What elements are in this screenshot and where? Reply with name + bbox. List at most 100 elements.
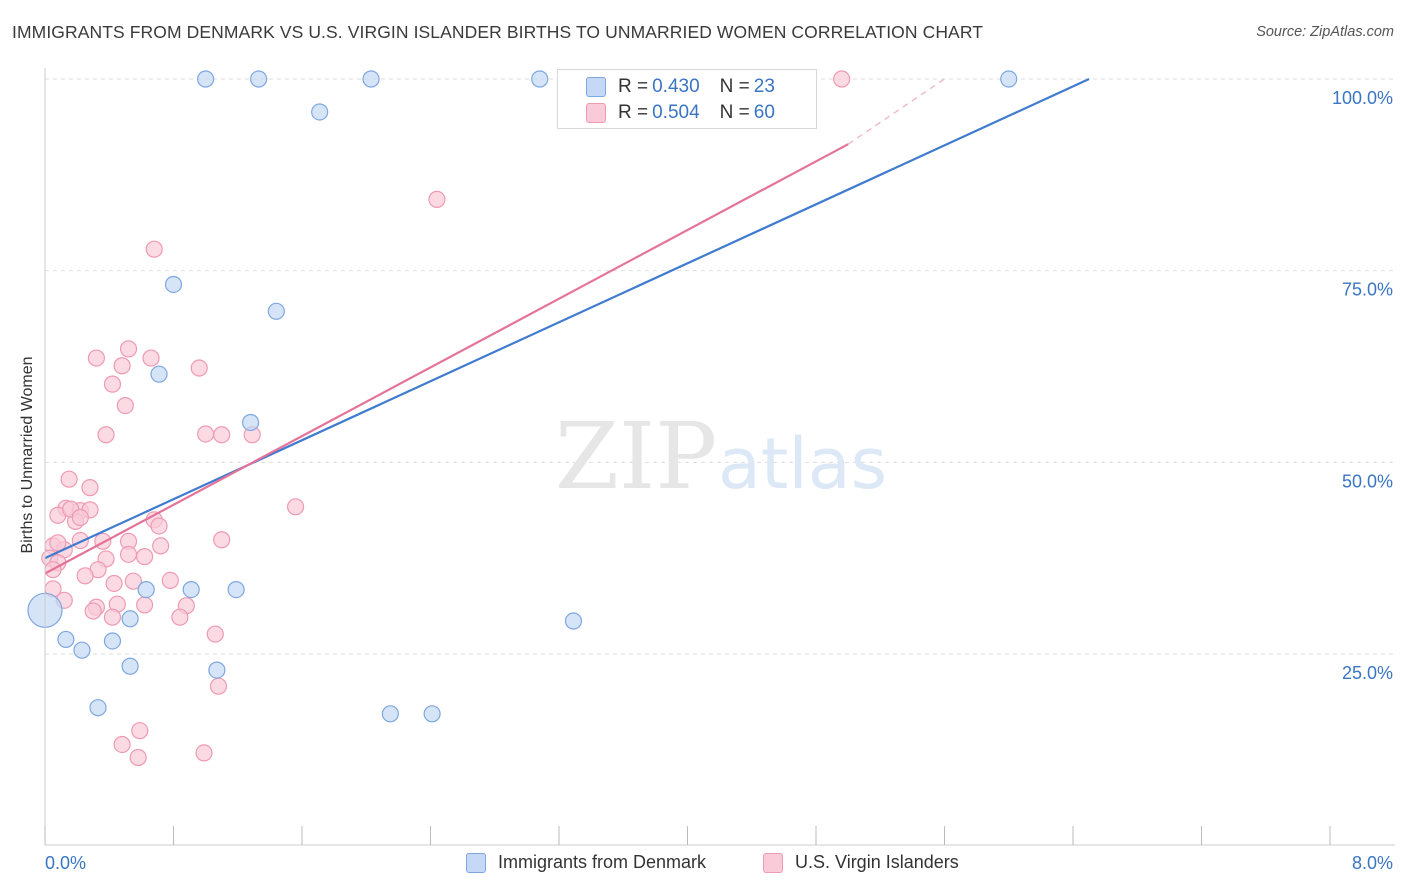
r-label: R =	[618, 76, 649, 97]
n-value: 60	[753, 102, 775, 123]
virgin-islanders-point	[150, 517, 168, 535]
grid	[45, 78, 1395, 655]
virgin-islanders-point	[49, 534, 67, 552]
virgin-islanders-point	[84, 602, 102, 620]
denmark-trend-line	[44, 78, 1090, 560]
legend-item-virgin-islanders[interactable]: U.S. Virgin Islanders	[763, 852, 959, 873]
x-tick-label: 0.0%	[45, 853, 86, 873]
y-tick-label: 100.0%	[1332, 88, 1393, 108]
denmark-point	[208, 661, 226, 679]
r-label: R =	[618, 102, 649, 123]
virgin-islanders-swatch	[586, 103, 606, 123]
watermark: ZIP atlas	[555, 403, 887, 510]
denmark-point	[1000, 70, 1018, 88]
denmark-point	[564, 612, 583, 630]
denmark-point	[164, 275, 183, 294]
watermark-atlas: atlas	[718, 423, 887, 505]
x-tick-label: 8.0%	[1352, 853, 1393, 873]
y-tick-label: 75.0%	[1342, 280, 1393, 300]
virgin-islanders-point	[195, 744, 213, 762]
denmark-point	[227, 580, 245, 599]
r-value: 0.504	[652, 102, 700, 123]
denmark-point	[121, 610, 139, 628]
virgin-islanders-point	[119, 340, 138, 358]
denmark-point	[197, 70, 215, 88]
denmark-point	[423, 705, 441, 723]
n-value: 23	[753, 76, 775, 97]
axes: 25.0% 50.0% 75.0% 100.0% 0.0% 8.0%	[44, 68, 1395, 873]
denmark-point	[531, 70, 549, 88]
virgin-islanders-point	[119, 545, 138, 563]
denmark-swatch	[466, 852, 486, 873]
virgin-islanders-point	[190, 359, 208, 377]
denmark-point	[250, 70, 268, 88]
virgin-islanders-point	[103, 375, 122, 393]
denmark-point	[182, 580, 200, 599]
stats-legend: R = 0.430 N = 23 R = 0.504 N = 60	[557, 69, 817, 129]
legend-label: Immigrants from Denmark	[498, 852, 707, 872]
denmark-point	[73, 641, 91, 659]
denmark-point	[121, 657, 139, 675]
virgin-islanders-point	[213, 426, 231, 444]
virgin-islanders-point	[286, 498, 305, 516]
virgin-islanders-trend-line	[44, 143, 849, 575]
virgin-islanders-point	[171, 608, 189, 626]
virgin-islanders-point	[206, 625, 224, 643]
virgin-islanders-point	[76, 567, 94, 585]
virgin-islanders-point	[213, 531, 231, 549]
virgin-islanders-point	[87, 349, 106, 367]
legend-item-denmark[interactable]: Immigrants from Denmark	[466, 852, 706, 873]
denmark-point	[57, 630, 75, 649]
y-tick-label: 50.0%	[1342, 471, 1393, 491]
chart-title: IMMIGRANTS FROM DENMARK VS U.S. VIRGIN I…	[12, 22, 984, 42]
virgin-islanders-point	[105, 574, 123, 593]
virgin-islanders-point	[113, 735, 131, 754]
virgin-islanders-point	[71, 508, 89, 527]
virgin-islanders-point	[131, 722, 149, 740]
virgin-islanders-point	[197, 425, 215, 443]
virgin-islanders-point	[60, 470, 78, 488]
denmark-point	[242, 413, 260, 432]
denmark-point	[137, 580, 155, 599]
virgin-islanders-point	[145, 240, 163, 258]
virgin-islanders-point	[152, 537, 170, 555]
source-label: Source: ZipAtlas.com	[1256, 24, 1394, 40]
data-points	[27, 70, 1018, 767]
virgin-islanders-point	[103, 608, 122, 626]
denmark-point	[103, 632, 122, 650]
denmark-point	[89, 699, 107, 717]
stats-row-virgin-islanders: R = 0.504 N = 60	[586, 101, 775, 125]
virgin-islanders-point	[209, 677, 228, 695]
n-label: N =	[719, 76, 750, 97]
series-legend: Immigrants from Denmark U.S. Virgin Isla…	[0, 852, 1406, 878]
trend-lines	[44, 78, 1090, 575]
virgin-islanders-point	[142, 349, 160, 367]
virgin-islanders-point	[81, 479, 99, 497]
denmark-point	[267, 302, 285, 320]
virgin-islanders-point	[135, 596, 154, 614]
virgin-islanders-point	[833, 70, 851, 88]
virgin-islanders-point	[161, 571, 179, 590]
denmark-swatch	[586, 77, 606, 97]
denmark-point	[311, 103, 329, 121]
virgin-islanders-swatch	[763, 852, 783, 873]
legend-label: U.S. Virgin Islanders	[795, 852, 959, 872]
virgin-islanders-point	[94, 532, 112, 550]
virgin-islanders-point	[135, 548, 154, 566]
virgin-islanders-point	[129, 748, 147, 767]
y-tick-label: 25.0%	[1342, 663, 1393, 683]
virgin-islanders-point	[97, 426, 115, 444]
virgin-islanders-point	[124, 572, 142, 590]
denmark-point	[150, 365, 168, 383]
stats-row-denmark: R = 0.430 N = 23	[586, 75, 775, 99]
virgin-islanders-point	[428, 190, 446, 208]
virgin-islanders-trend-extension	[847, 78, 945, 145]
virgin-islanders-point	[116, 397, 134, 415]
watermark-zip: ZIP	[555, 403, 717, 510]
n-label: N =	[719, 102, 750, 123]
virgin-islanders-point	[113, 357, 131, 375]
denmark-point	[362, 70, 380, 88]
r-value: 0.430	[652, 76, 700, 97]
denmark-point	[381, 705, 399, 723]
